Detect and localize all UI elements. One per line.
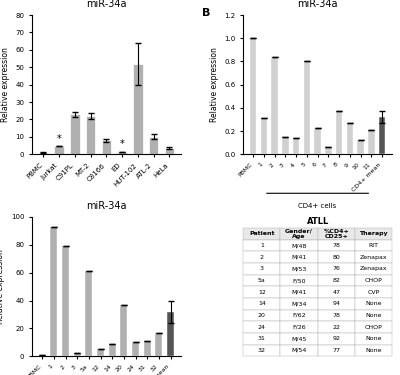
Text: CD4+ cells: CD4+ cells	[298, 203, 337, 209]
Bar	[149, 137, 158, 154]
Title: miR-34a: miR-34a	[86, 0, 127, 9]
Bar	[379, 117, 385, 154]
Bar	[164, 148, 174, 154]
Bar	[336, 111, 342, 154]
Bar	[346, 123, 353, 154]
Y-axis label: Relative expression: Relative expression	[1, 47, 10, 122]
Bar	[144, 341, 151, 356]
Bar	[85, 271, 92, 356]
Bar	[74, 353, 81, 356]
Bar	[120, 305, 127, 356]
Bar	[97, 349, 104, 356]
Bar	[282, 137, 289, 154]
Bar	[39, 153, 48, 154]
Y-axis label: Relative expression: Relative expression	[0, 249, 5, 324]
Text: B: B	[202, 8, 210, 18]
Bar	[102, 140, 111, 154]
Bar	[39, 355, 46, 356]
Bar	[54, 147, 64, 154]
Title: miR-34a: miR-34a	[297, 0, 338, 9]
Bar	[314, 128, 321, 154]
Bar	[304, 62, 310, 154]
Bar	[357, 140, 364, 154]
Bar	[70, 114, 80, 154]
Bar	[50, 227, 58, 356]
Bar	[261, 118, 267, 154]
Bar	[272, 57, 278, 154]
Bar	[86, 116, 95, 154]
Bar	[109, 344, 116, 356]
Text: ATLL: ATLL	[306, 217, 329, 226]
Y-axis label: Relative expression: Relative expression	[210, 47, 219, 122]
Bar	[250, 38, 256, 154]
Bar	[62, 246, 69, 356]
Bar	[167, 312, 174, 356]
Bar	[133, 64, 142, 154]
Bar	[293, 138, 299, 154]
Bar	[325, 147, 332, 154]
Bar	[368, 130, 374, 154]
Title: miR-34a: miR-34a	[86, 201, 127, 211]
Text: *: *	[120, 139, 124, 149]
Bar	[117, 152, 127, 154]
Bar	[132, 342, 139, 356]
Text: *: *	[57, 134, 62, 144]
Bar	[155, 333, 162, 356]
